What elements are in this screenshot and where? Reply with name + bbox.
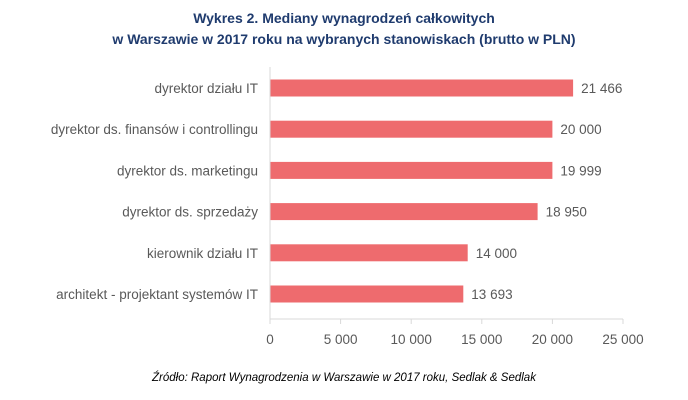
chart-title: Wykres 2. Mediany wynagrodzeń całkowityc… [0,8,688,50]
bar [270,161,553,179]
category-label: kierownik działu IT [147,246,258,261]
x-tick-label: 25 000 [602,332,643,347]
data-label: 21 466 [581,81,622,96]
category-label: dyrektor działu IT [154,81,258,96]
bar [270,79,574,97]
data-label: 14 000 [476,246,517,261]
x-tick-label: 10 000 [391,332,432,347]
bar [270,120,553,138]
x-tick-label: 5 000 [324,332,358,347]
bar [270,203,538,221]
data-label: 13 693 [471,287,512,302]
category-label: dyrektor ds. finansów i controllingu [51,122,258,137]
chart-title-line-2: w Warszawie w 2017 roku na wybranych sta… [112,31,576,47]
category-label: architekt - projektant systemów IT [56,287,258,302]
bar [270,244,468,262]
bar [270,285,464,303]
data-label: 19 999 [560,163,601,178]
x-tick-label: 15 000 [461,332,502,347]
chart-title-line-1: Wykres 2. Mediany wynagrodzeń całkowityc… [193,10,495,26]
category-label: dyrektor ds. sprzedaży [122,205,258,220]
source-note: Źródło: Raport Wynagrodzenia w Warszawie… [152,372,536,384]
x-tick-label: 20 000 [532,332,573,347]
x-tick-label: 0 [266,332,274,347]
data-label: 18 950 [546,205,587,220]
category-label: dyrektor ds. marketingu [117,163,258,178]
data-label: 20 000 [560,122,601,137]
